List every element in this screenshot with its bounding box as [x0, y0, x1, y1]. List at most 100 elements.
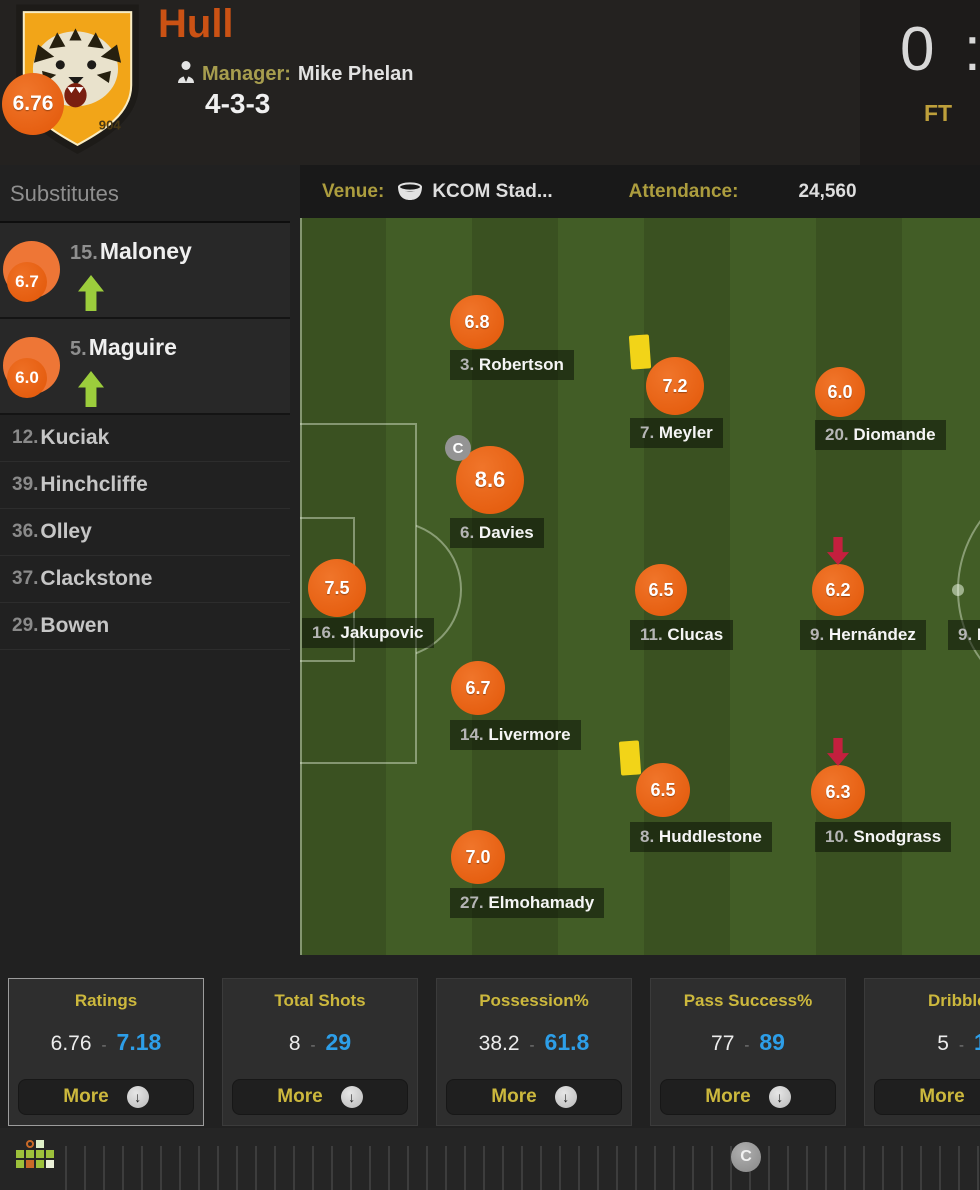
stat-values: 38.2-61.8: [479, 1029, 590, 1056]
bench-number: 37.: [12, 568, 39, 589]
player-name-label: 20. Diomande: [815, 420, 946, 450]
substitutes-title: Substitutes: [10, 181, 119, 206]
substitute-row[interactable]: 6.7 15.Maloney: [0, 221, 290, 319]
attendance-value: 24,560: [798, 180, 857, 202]
player-marker[interactable]: 6.0: [815, 367, 865, 417]
dot: [46, 1160, 54, 1168]
goal-mouth-dots-icon[interactable]: [16, 1140, 54, 1168]
more-button[interactable]: More↓: [446, 1079, 622, 1115]
player-rating-badge: 8.6: [456, 446, 524, 514]
subbed-on-list: 6.7 15.Maloney 6.0 5.Maguire: [0, 221, 290, 415]
stat-card[interactable]: Dribbles 5-1 More↓: [864, 978, 980, 1126]
dot: [46, 1150, 54, 1158]
stat-card[interactable]: Pass Success% 77-89 More ↓: [650, 978, 846, 1126]
player-number: 9.: [810, 625, 825, 644]
stat-away-value: 61.8: [544, 1029, 590, 1055]
player-marker[interactable]: 8.6 C: [445, 435, 524, 514]
player-name-label: 3. Robertson: [450, 350, 574, 380]
player-rating-badge: 7.5: [308, 559, 366, 617]
stat-title: Possession%: [479, 991, 589, 1010]
stat-title: Ratings: [74, 991, 138, 1010]
more-arrow-icon: ↓: [340, 1086, 363, 1108]
timeline-ticks: [48, 1146, 980, 1190]
stat-card[interactable]: Possession% 38.2-61.8 More ↓: [436, 978, 632, 1126]
player-marker[interactable]: 7.5: [308, 559, 366, 617]
stat-away-value: 7.18: [116, 1029, 162, 1055]
stat-card[interactable]: Total Shots 8-29 More ↓: [222, 978, 418, 1126]
team-formation: 4-3-3: [205, 88, 271, 119]
player-marker[interactable]: 6.8: [450, 295, 504, 349]
substitute-name: Maguire: [88, 334, 177, 360]
player-marker[interactable]: 6.7: [451, 661, 505, 715]
player-name-label: 27. Elmohamady: [450, 888, 605, 918]
team-name[interactable]: Hull: [158, 2, 234, 46]
more-button[interactable]: More↓: [232, 1079, 408, 1115]
bench-name: Clackstone: [40, 567, 153, 590]
bench-row[interactable]: 37. Clackstone: [0, 556, 290, 603]
player-name: Jakupovic: [335, 623, 424, 642]
attendance-label: Attendance:: [628, 180, 739, 202]
full-time-status: FT: [924, 100, 953, 126]
stat-card[interactable]: Ratings 6.76-7.18 More ↓: [8, 978, 204, 1126]
player-name-label: 8. Huddlestone: [630, 822, 772, 852]
player-marker[interactable]: 7.2: [628, 334, 704, 415]
bench-row[interactable]: 12. Kuciak: [0, 415, 290, 462]
player-rating-badge: 6.7: [451, 661, 505, 715]
player-marker[interactable]: 6.2: [812, 537, 864, 616]
player-marker[interactable]: 6.5: [635, 564, 687, 616]
stat-values: 77-89: [711, 1029, 785, 1056]
crest-year-text: 904: [99, 118, 122, 133]
stat-dash: -: [529, 1037, 535, 1054]
player-name-label: 16. Jakupovic: [302, 618, 434, 648]
player-name: Meyler: [654, 423, 713, 442]
player-name-label: 9. Hernández: [800, 620, 926, 650]
bench-row[interactable]: 36. Olley: [0, 509, 290, 556]
dot: [16, 1160, 24, 1168]
substitutes-sidebar: Substitutes 6.7 15.Maloney 6.0 5.Maguire 12…: [0, 165, 290, 650]
stat-values: 8-29: [289, 1029, 351, 1056]
player-rating-badge: 6.5: [636, 763, 690, 817]
player-name: I: [976, 625, 980, 644]
bench-row[interactable]: 29. Bowen: [0, 603, 290, 650]
stat-away-value: 89: [759, 1029, 785, 1055]
player-name-label: 11. Clucas: [630, 620, 734, 650]
player-name: Robertson: [474, 355, 564, 374]
stat-dash: -: [310, 1037, 316, 1054]
substitute-row[interactable]: 6.0 5.Maguire: [0, 319, 290, 415]
dot: [36, 1150, 44, 1158]
substitute-number: 15.: [70, 242, 98, 264]
more-button[interactable]: More↓: [18, 1079, 194, 1115]
venue-name[interactable]: KCOM Stad...: [432, 180, 553, 202]
captain-badge: C: [445, 435, 471, 461]
substitute-rating-badge: 6.7: [7, 262, 47, 302]
player-name: Diomande: [848, 425, 936, 444]
player-marker[interactable]: 6.5: [618, 740, 690, 817]
stat-title: Pass Success%: [683, 991, 813, 1010]
more-button[interactable]: More↓: [874, 1079, 980, 1115]
more-button-label: More: [919, 1086, 965, 1107]
bench-row[interactable]: 39. Hinchcliffe: [0, 462, 290, 509]
substitute-rating-badge: 6.0: [7, 358, 47, 398]
substitute-name-line: 15.Maloney: [70, 238, 192, 265]
bench-name: Olley: [40, 520, 92, 543]
manager-label: Manager:: [202, 63, 291, 85]
more-button[interactable]: More↓: [660, 1079, 836, 1115]
more-arrow-icon: ↓: [126, 1086, 149, 1108]
player-number: 27.: [460, 893, 484, 912]
player-name: Elmohamady: [483, 893, 595, 912]
player-rating-badge: 7.0: [451, 830, 505, 884]
manager-name[interactable]: Mike Phelan: [297, 63, 414, 85]
bench-number: 29.: [12, 615, 39, 636]
player-marker[interactable]: 7.0: [451, 830, 505, 884]
yellow-card-icon: [618, 740, 642, 776]
player-name: Snodgrass: [848, 827, 942, 846]
player-marker[interactable]: 6.3: [811, 738, 865, 819]
player-name: Clucas: [662, 625, 724, 644]
timeline-captain-badge[interactable]: C: [731, 1142, 761, 1172]
player-name-label: 14. Livermore: [450, 720, 581, 750]
timeline-bar[interactable]: C: [0, 1128, 980, 1190]
player-rating-badge: 6.5: [635, 564, 687, 616]
stat-title: Total Shots: [274, 991, 366, 1010]
player-number: 20.: [825, 425, 849, 444]
substitute-name-line: 5.Maguire: [70, 334, 177, 361]
